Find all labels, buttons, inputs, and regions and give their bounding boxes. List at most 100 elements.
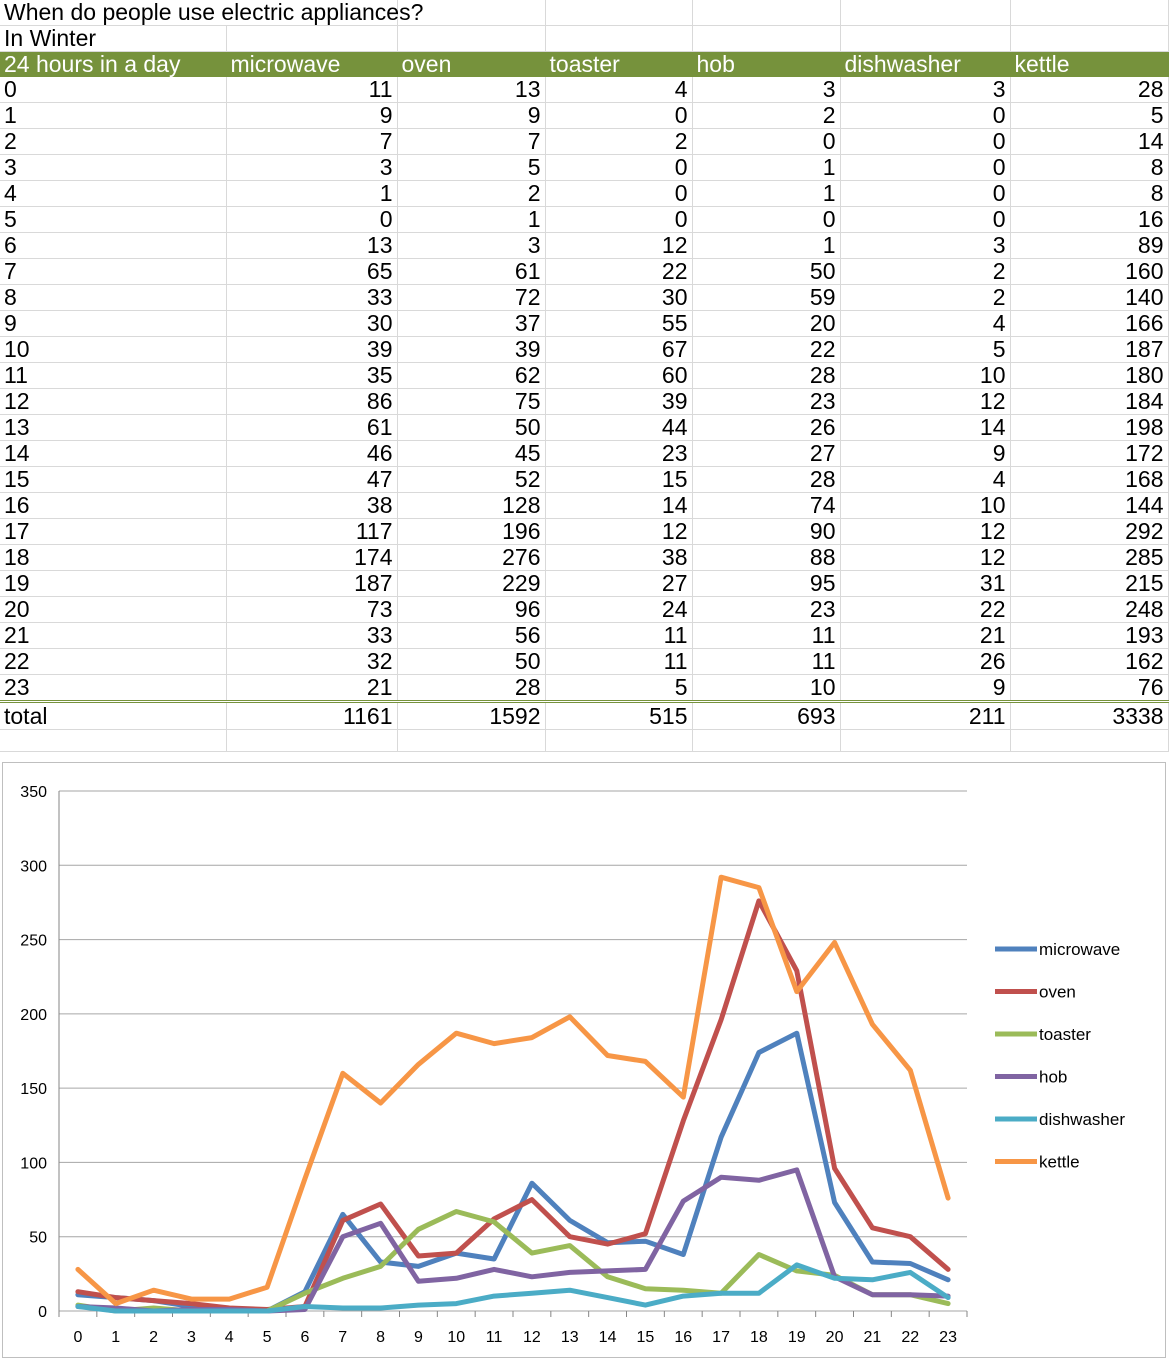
- value-cell[interactable]: 33: [226, 622, 398, 649]
- empty-cell[interactable]: [545, 0, 693, 26]
- hour-cell[interactable]: 19: [0, 570, 227, 597]
- value-cell[interactable]: 172: [1010, 440, 1169, 467]
- value-cell[interactable]: 7: [226, 128, 398, 155]
- hour-cell[interactable]: 22: [0, 648, 227, 675]
- value-cell[interactable]: 38: [226, 492, 398, 519]
- value-cell[interactable]: 2: [840, 284, 1011, 311]
- value-cell[interactable]: 215: [1010, 570, 1169, 597]
- sheet-title[interactable]: When do people use electric appliances?: [0, 0, 423, 26]
- value-cell[interactable]: 4: [840, 466, 1011, 493]
- total-cell[interactable]: 1592: [397, 700, 546, 730]
- total-cell[interactable]: 693: [692, 700, 841, 730]
- value-cell[interactable]: 72: [397, 284, 546, 311]
- hour-cell[interactable]: 12: [0, 388, 227, 415]
- empty-cell[interactable]: [692, 729, 841, 752]
- value-cell[interactable]: 33: [226, 284, 398, 311]
- value-cell[interactable]: 50: [397, 414, 546, 441]
- hour-cell[interactable]: 5: [0, 206, 227, 233]
- value-cell[interactable]: 160: [1010, 258, 1169, 285]
- sheet-subtitle[interactable]: In Winter: [0, 25, 227, 52]
- empty-cell[interactable]: [397, 729, 546, 752]
- empty-cell[interactable]: [397, 25, 546, 52]
- value-cell[interactable]: 5: [545, 674, 693, 702]
- value-cell[interactable]: 10: [840, 362, 1011, 389]
- value-cell[interactable]: 50: [692, 258, 841, 285]
- value-cell[interactable]: 96: [397, 596, 546, 623]
- hour-cell[interactable]: 0: [0, 77, 227, 103]
- value-cell[interactable]: 1: [692, 180, 841, 207]
- hour-cell[interactable]: 7: [0, 258, 227, 285]
- value-cell[interactable]: 248: [1010, 596, 1169, 623]
- hour-cell[interactable]: 23: [0, 674, 227, 702]
- hour-cell[interactable]: 10: [0, 336, 227, 363]
- value-cell[interactable]: 46: [226, 440, 398, 467]
- value-cell[interactable]: 8: [1010, 154, 1169, 181]
- value-cell[interactable]: 184: [1010, 388, 1169, 415]
- value-cell[interactable]: 14: [545, 492, 693, 519]
- value-cell[interactable]: 3: [226, 154, 398, 181]
- hour-cell[interactable]: 6: [0, 232, 227, 259]
- empty-cell[interactable]: [226, 729, 398, 752]
- value-cell[interactable]: 31: [840, 570, 1011, 597]
- value-cell[interactable]: 193: [1010, 622, 1169, 649]
- value-cell[interactable]: 89: [1010, 232, 1169, 259]
- empty-cell[interactable]: [692, 25, 841, 52]
- total-cell[interactable]: 515: [545, 700, 693, 730]
- value-cell[interactable]: 292: [1010, 518, 1169, 545]
- value-cell[interactable]: 20: [692, 310, 841, 337]
- value-cell[interactable]: 22: [840, 596, 1011, 623]
- value-cell[interactable]: 50: [397, 648, 546, 675]
- value-cell[interactable]: 198: [1010, 414, 1169, 441]
- value-cell[interactable]: 180: [1010, 362, 1169, 389]
- value-cell[interactable]: 21: [226, 674, 398, 702]
- value-cell[interactable]: 168: [1010, 466, 1169, 493]
- value-cell[interactable]: 30: [226, 310, 398, 337]
- value-cell[interactable]: 86: [226, 388, 398, 415]
- value-cell[interactable]: 117: [226, 518, 398, 545]
- hour-cell[interactable]: 16: [0, 492, 227, 519]
- empty-cell[interactable]: [1010, 25, 1169, 52]
- value-cell[interactable]: 2: [397, 180, 546, 207]
- value-cell[interactable]: 35: [226, 362, 398, 389]
- value-cell[interactable]: 12: [545, 518, 693, 545]
- empty-cell[interactable]: [840, 25, 1011, 52]
- value-cell[interactable]: 74: [692, 492, 841, 519]
- value-cell[interactable]: 75: [397, 388, 546, 415]
- value-cell[interactable]: 73: [226, 596, 398, 623]
- empty-cell[interactable]: [226, 25, 398, 52]
- value-cell[interactable]: 3: [840, 232, 1011, 259]
- total-cell[interactable]: 3338: [1010, 700, 1169, 730]
- value-cell[interactable]: 11: [545, 622, 693, 649]
- value-cell[interactable]: 1: [226, 180, 398, 207]
- hour-cell[interactable]: 4: [0, 180, 227, 207]
- value-cell[interactable]: 174: [226, 544, 398, 571]
- value-cell[interactable]: 0: [545, 180, 693, 207]
- value-cell[interactable]: 23: [692, 596, 841, 623]
- value-cell[interactable]: 1: [692, 154, 841, 181]
- value-cell[interactable]: 14: [1010, 128, 1169, 155]
- value-cell[interactable]: 229: [397, 570, 546, 597]
- hour-cell[interactable]: 21: [0, 622, 227, 649]
- empty-cell[interactable]: [397, 0, 546, 26]
- hour-cell[interactable]: 14: [0, 440, 227, 467]
- value-cell[interactable]: 1: [692, 232, 841, 259]
- value-cell[interactable]: 39: [226, 336, 398, 363]
- value-cell[interactable]: 0: [840, 180, 1011, 207]
- empty-cell[interactable]: [1010, 729, 1169, 752]
- value-cell[interactable]: 26: [692, 414, 841, 441]
- value-cell[interactable]: 12: [840, 544, 1011, 571]
- value-cell[interactable]: 22: [545, 258, 693, 285]
- value-cell[interactable]: 30: [545, 284, 693, 311]
- value-cell[interactable]: 276: [397, 544, 546, 571]
- value-cell[interactable]: 10: [840, 492, 1011, 519]
- value-cell[interactable]: 9: [397, 102, 546, 129]
- value-cell[interactable]: 61: [397, 258, 546, 285]
- value-cell[interactable]: 0: [545, 154, 693, 181]
- value-cell[interactable]: 39: [545, 388, 693, 415]
- hour-cell[interactable]: 9: [0, 310, 227, 337]
- column-header[interactable]: 24 hours in a day: [0, 51, 227, 77]
- value-cell[interactable]: 8: [1010, 180, 1169, 207]
- value-cell[interactable]: 90: [692, 518, 841, 545]
- value-cell[interactable]: 22: [692, 336, 841, 363]
- value-cell[interactable]: 55: [545, 310, 693, 337]
